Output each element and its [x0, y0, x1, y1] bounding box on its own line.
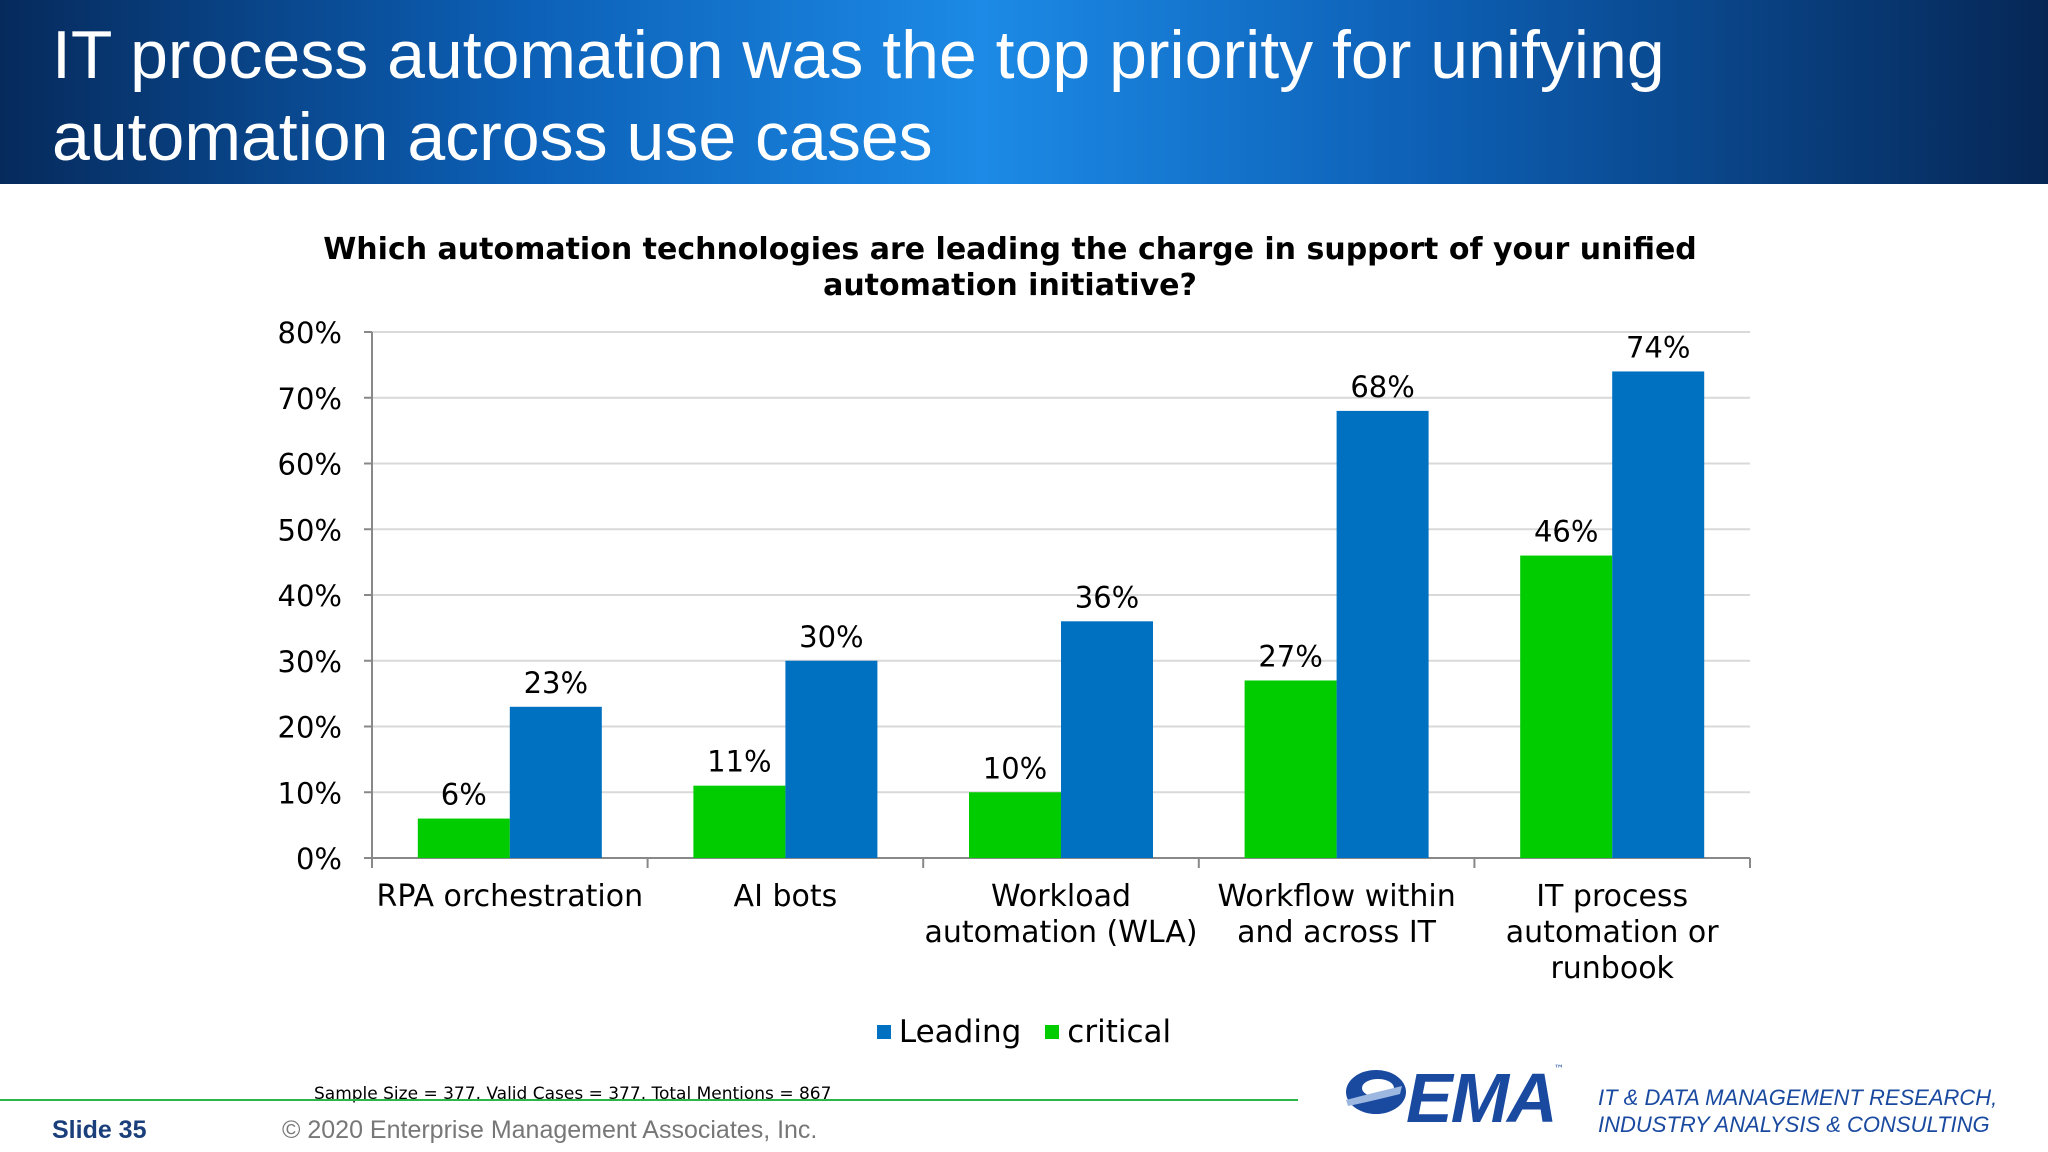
y-tick-label: 50%: [278, 513, 342, 547]
y-tick-label: 0%: [296, 842, 342, 876]
tagline-line-1: IT & DATA MANAGEMENT RESEARCH,: [1598, 1085, 1998, 1110]
bar-critical: [417, 818, 510, 858]
x-tick-label: AI bots: [734, 879, 838, 914]
data-label: 10%: [983, 751, 1047, 785]
x-tick-label: Workload: [991, 879, 1131, 914]
sample-size-note: Sample Size = 377, Valid Cases = 377, To…: [314, 1084, 832, 1104]
footer-divider: [0, 1099, 1298, 1101]
logo-swoosh-icon: [1346, 1070, 1406, 1114]
x-tick-label: automation or: [1506, 915, 1719, 950]
data-label: 6%: [441, 778, 487, 812]
slide-title: IT process automation was the top priori…: [52, 17, 1665, 175]
chart-title: Which automation technologies are leadin…: [323, 232, 1697, 303]
chart-legend: Leading critical: [0, 1012, 2048, 1052]
legend-label-critical: critical: [1067, 1014, 1172, 1050]
y-tick-label: 10%: [278, 776, 342, 810]
y-tick-label: 80%: [278, 316, 342, 350]
x-tick-label: runbook: [1550, 951, 1674, 986]
slide-number: Slide 35: [52, 1116, 147, 1144]
company-tagline: IT & DATA MANAGEMENT RESEARCH, INDUSTRY …: [1598, 1084, 1997, 1138]
bar-critical: [1520, 555, 1613, 858]
data-label: 68%: [1350, 370, 1414, 404]
bar-leading: [509, 706, 602, 858]
legend-item-critical: critical: [1045, 1014, 1171, 1050]
y-tick-label: 60%: [278, 448, 342, 482]
bar-leading: [1612, 371, 1705, 858]
y-tick-label: 70%: [278, 382, 342, 416]
bar-critical: [969, 792, 1061, 858]
data-label: 11%: [707, 745, 771, 779]
x-tick-label: and across IT: [1237, 915, 1437, 950]
logo-wordmark: EMA: [1406, 1059, 1558, 1137]
data-label: 23%: [524, 666, 588, 700]
title-banner: IT process automation was the top priori…: [0, 0, 2048, 184]
x-tick-label: IT process: [1536, 879, 1688, 914]
bar-critical: [1244, 680, 1337, 858]
data-label: 74%: [1626, 330, 1690, 364]
x-tick-label: automation (WLA): [924, 915, 1197, 950]
legend-swatch-leading: [876, 1025, 891, 1039]
legend-item-leading: Leading: [876, 1014, 1022, 1050]
data-label: 36%: [1075, 580, 1139, 614]
data-label: 46%: [1534, 515, 1598, 549]
data-label: 27%: [1258, 639, 1322, 673]
bar-leading: [785, 660, 878, 858]
bar-chart: 0% 10% 20% 30% 40% 50% 60% 70% 80% 6% 23% RPA orche…: [278, 316, 1751, 986]
ema-logo: EMA ™: [1332, 1058, 1572, 1138]
bar-critical: [693, 785, 786, 858]
legend-label-leading: Leading: [898, 1014, 1022, 1050]
bar-leading: [1336, 410, 1429, 858]
logo-trademark: ™: [1554, 1064, 1564, 1075]
copyright-text: © 2020 Enterprise Management Associates,…: [282, 1116, 818, 1144]
y-tick-label: 20%: [278, 711, 342, 745]
bar-leading: [1061, 621, 1153, 858]
y-tick-label: 30%: [278, 645, 342, 679]
tagline-line-2: INDUSTRY ANALYSIS & CONSULTING: [1598, 1112, 1990, 1137]
data-label: 30%: [799, 620, 863, 654]
x-tick-label: Workflow within: [1217, 879, 1455, 914]
legend-swatch-critical: [1045, 1025, 1060, 1039]
x-tick-label: RPA orchestration: [376, 879, 643, 914]
y-tick-label: 40%: [278, 579, 342, 613]
